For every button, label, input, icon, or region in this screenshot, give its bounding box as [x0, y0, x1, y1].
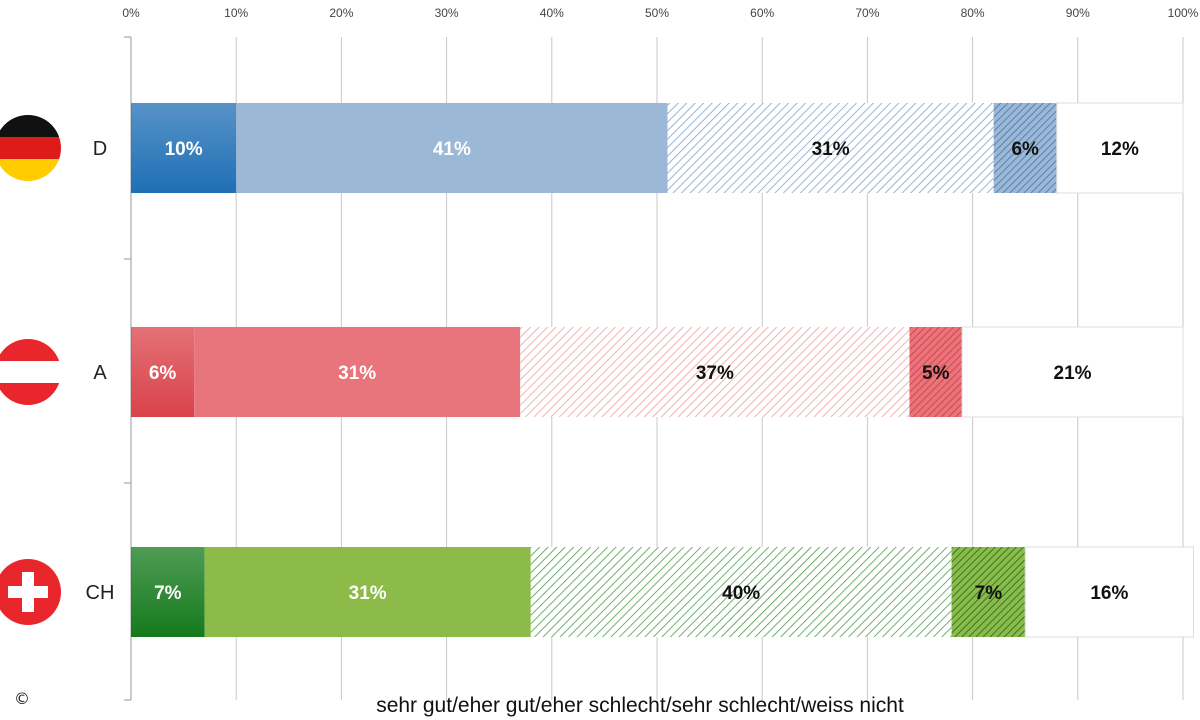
x-tick-label: 70% — [855, 6, 879, 20]
data-label: 31% — [812, 139, 850, 160]
x-tick-label: 50% — [645, 6, 669, 20]
x-tick-label: 20% — [329, 6, 353, 20]
data-label: 31% — [338, 363, 376, 384]
bar-segment — [131, 327, 195, 417]
bar-segment — [520, 327, 910, 417]
bar-segment — [961, 326, 1184, 418]
category-label: A — [93, 362, 107, 384]
bar-segment — [1024, 546, 1195, 638]
x-tick-label: 60% — [750, 6, 774, 20]
bars — [131, 102, 1195, 638]
bar-segment — [131, 547, 205, 637]
bar-segment — [1056, 102, 1184, 194]
data-label: 41% — [433, 139, 471, 160]
bar-segment — [667, 103, 994, 193]
x-tick-label: 40% — [540, 6, 564, 20]
data-label: 12% — [1101, 139, 1139, 160]
austria-flag-icon — [0, 339, 61, 405]
data-label: 21% — [1054, 363, 1092, 384]
category-label: CH — [86, 582, 115, 604]
data-label: 16% — [1090, 583, 1128, 604]
bar-segment — [194, 327, 521, 417]
x-tick-label: 10% — [224, 6, 248, 20]
data-label: 31% — [349, 583, 387, 604]
data-label: 6% — [1011, 139, 1039, 160]
bar-segment — [204, 547, 531, 637]
x-axis-ticks: 0% 10% 20% 30% 40% 50% 60% 70% 80% 90% 100% — [122, 6, 1198, 20]
switzerland-flag-icon — [0, 559, 61, 625]
data-label: 7% — [975, 583, 1003, 604]
bar-segment — [530, 547, 952, 637]
bar-segment — [131, 103, 237, 193]
data-label: 10% — [165, 139, 203, 160]
data-labels: 10% 41% 31% 6% 12% 6% 31% 37% 5% 21% 7% 31% 40% 7% 16% — [149, 139, 1139, 604]
x-tick-label: 80% — [961, 6, 985, 20]
category-label: D — [93, 138, 107, 160]
data-label: 7% — [154, 583, 182, 604]
germany-flag-icon — [0, 115, 61, 181]
x-tick-label: 90% — [1066, 6, 1090, 20]
data-label: 5% — [922, 363, 950, 384]
copyright-mark: © — [14, 689, 30, 708]
x-tick-label: 30% — [435, 6, 459, 20]
bar-segment — [236, 103, 668, 193]
bar-segment — [909, 327, 963, 417]
data-label: 37% — [696, 363, 734, 384]
x-axis-title: sehr gut/eher gut/eher schlecht/sehr sch… — [376, 694, 904, 717]
bar-segment — [993, 103, 1057, 193]
data-label: 6% — [149, 363, 177, 384]
x-tick-label: 0% — [122, 6, 140, 20]
category-labels: D A CH — [86, 138, 115, 604]
x-tick-label: 100% — [1168, 6, 1199, 20]
data-label: 40% — [722, 583, 760, 604]
bar-segment — [951, 547, 1026, 637]
